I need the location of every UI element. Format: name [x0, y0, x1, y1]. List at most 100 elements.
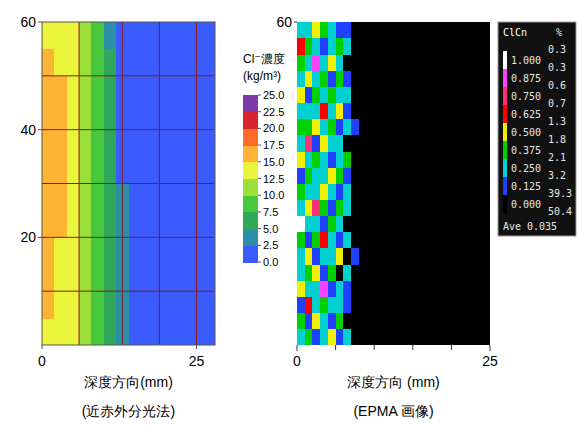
- map-cell: [305, 280, 313, 296]
- map-cell: [305, 103, 313, 119]
- map-cell: [312, 216, 320, 232]
- heat-cell: [54, 264, 67, 291]
- map-cell: [328, 87, 336, 103]
- heat-cell: [67, 130, 80, 157]
- map-cell: [336, 167, 344, 183]
- map-cell: [351, 22, 359, 38]
- colorbar-tick: [258, 228, 261, 229]
- map-cell: [297, 297, 305, 313]
- heat-cell: [178, 103, 191, 130]
- legend-percent: 0.3: [548, 44, 566, 55]
- heat-cell: [54, 103, 67, 130]
- map-cell: [351, 38, 359, 54]
- map-cell: [312, 151, 320, 167]
- heat-cell: [42, 157, 55, 184]
- map-cell: [320, 135, 328, 151]
- map-cell: [336, 248, 344, 264]
- colorbar-segment: [243, 95, 258, 112]
- x-tick-label: 0: [293, 353, 301, 369]
- heat-cell: [91, 318, 104, 345]
- heat-cell: [42, 76, 55, 103]
- image-ground: [297, 22, 490, 345]
- map-cell: [336, 264, 344, 280]
- map-cell: [312, 167, 320, 183]
- legend-swatch: [503, 105, 507, 123]
- legend-percent: 50.4: [548, 206, 572, 217]
- grid-line: [42, 291, 215, 292]
- map-cell: [320, 103, 328, 119]
- caption: (近赤外分光法): [82, 403, 175, 419]
- colorbar-segment: [243, 229, 258, 246]
- map-cell: [297, 167, 305, 183]
- heat-cell: [91, 291, 104, 318]
- map-cell: [328, 313, 336, 329]
- map-cell: [312, 70, 320, 86]
- heat-cell: [203, 103, 215, 130]
- legend-percent: 3.2: [548, 170, 566, 181]
- heat-cell: [178, 184, 191, 211]
- map-cell: [297, 38, 305, 54]
- map-cell: [351, 54, 359, 70]
- map-cell: [351, 216, 359, 232]
- map-cell: [351, 297, 359, 313]
- heat-cell: [104, 237, 117, 264]
- heat-cell: [54, 76, 67, 103]
- heat-cell: [42, 210, 55, 237]
- map-cell: [351, 167, 359, 183]
- map-cell: [351, 119, 359, 135]
- colorbar-tick-label: 25.0: [263, 89, 284, 101]
- legend-percent: 2.1: [548, 152, 566, 163]
- heat-cell: [42, 22, 55, 49]
- map-cell: [312, 200, 320, 216]
- map-cell: [328, 22, 336, 38]
- heat-cell: [104, 103, 117, 130]
- legend-swatch: [503, 123, 507, 141]
- map-cell: [312, 87, 320, 103]
- colorbar-tick-label: 5.0: [263, 223, 278, 235]
- map-cell: [351, 70, 359, 86]
- map-cell: [343, 54, 351, 70]
- heat-cell: [54, 237, 67, 264]
- map-cell: [305, 87, 313, 103]
- heat-cell: [79, 291, 92, 318]
- map-cell: [305, 264, 313, 280]
- colorbar-tick-label: 2.5: [263, 239, 278, 251]
- heat-cell: [54, 22, 67, 49]
- map-cell: [328, 280, 336, 296]
- heat-cell: [178, 22, 191, 49]
- map-cell: [312, 264, 320, 280]
- heat-cell: [178, 76, 191, 103]
- map-cell: [351, 264, 359, 280]
- heat-cell: [79, 103, 92, 130]
- map-cell: [297, 151, 305, 167]
- y-tick-label: 60: [20, 14, 36, 30]
- map-cell: [312, 297, 320, 313]
- map-cell: [320, 151, 328, 167]
- heat-cell: [54, 184, 67, 211]
- heat-cell: [104, 210, 117, 237]
- heat-cell: [141, 130, 154, 157]
- colorbar-segment: [243, 145, 258, 162]
- map-cell: [312, 313, 320, 329]
- map-cell: [305, 135, 313, 151]
- map-cell: [305, 38, 313, 54]
- heat-cell: [141, 49, 154, 76]
- heat-cell: [203, 210, 215, 237]
- map-cell: [297, 103, 305, 119]
- colorbar-tick: [258, 95, 261, 96]
- heat-cell: [67, 264, 80, 291]
- colorbar-unit: (kg/m³): [243, 69, 281, 83]
- heat-cell: [91, 264, 104, 291]
- heat-cell: [67, 157, 80, 184]
- tick: [297, 345, 298, 351]
- heat-cell: [42, 264, 55, 291]
- caption: (EPMA 画像): [353, 403, 433, 419]
- heat-cell: [178, 130, 191, 157]
- colorbar-tick: [258, 178, 261, 179]
- map-cell: [343, 22, 351, 38]
- legend-level-label: 0.375: [511, 145, 541, 156]
- heat-cell: [67, 184, 80, 211]
- heat-cell: [129, 184, 142, 211]
- map-cell: [343, 119, 351, 135]
- heat-cell: [141, 210, 154, 237]
